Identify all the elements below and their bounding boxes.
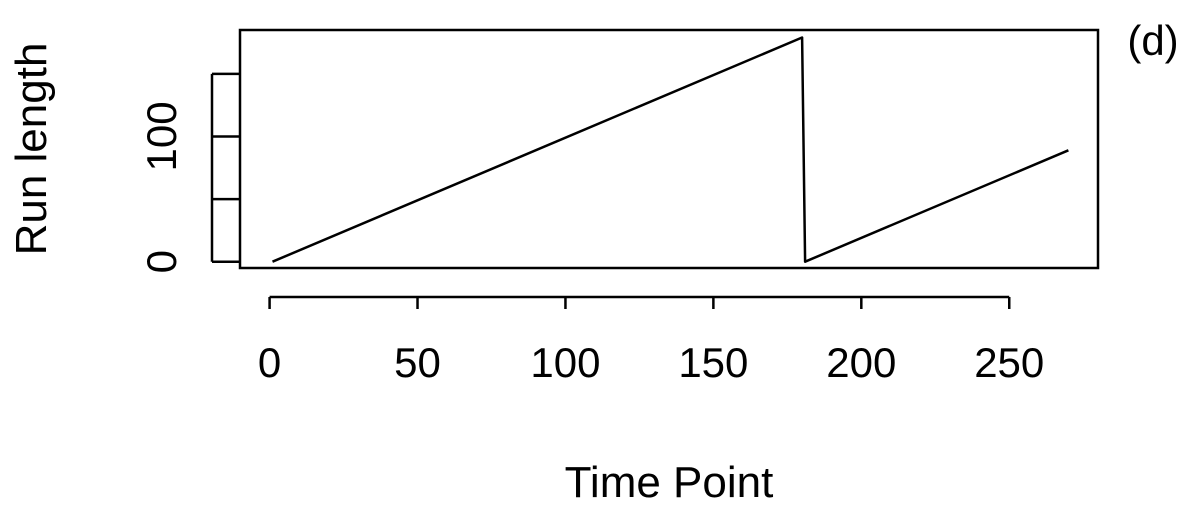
- x-axis-label: Time Point: [565, 458, 774, 507]
- x-tick-label: 200: [826, 339, 896, 386]
- panel-label: (d): [1127, 17, 1178, 64]
- series-layer: [272, 36, 1069, 263]
- plot-frame: [238, 28, 1100, 270]
- series-line: [272, 36, 1069, 263]
- x-tick-label: 0: [258, 339, 281, 386]
- y-axis-label: Run length: [7, 43, 56, 256]
- x-tick-label: 100: [530, 339, 600, 386]
- x-tick-label: 250: [974, 339, 1044, 386]
- x-axis: 0 50 100 150 200 250: [258, 295, 1044, 386]
- y-tick-label: 0: [138, 250, 185, 273]
- x-tick-label: 150: [678, 339, 748, 386]
- y-tick-label: 100: [138, 101, 185, 171]
- y-axis: 0 100: [138, 72, 240, 273]
- x-tick-label: 50: [394, 339, 441, 386]
